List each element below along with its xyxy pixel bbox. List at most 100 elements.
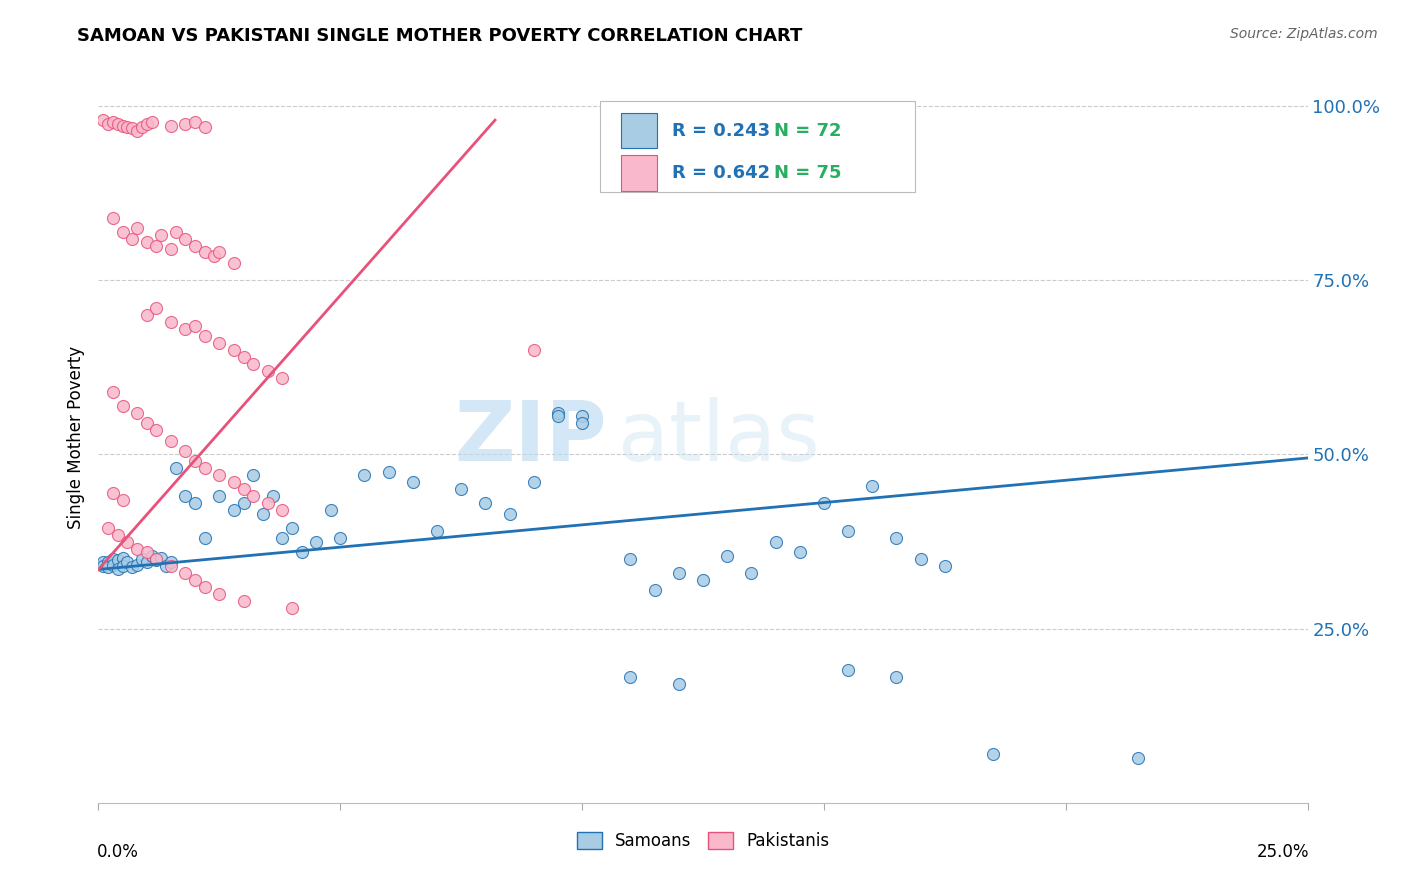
Point (184, 573, 207, 587)
Point (271, 503, 294, 517)
Point (111, 492, 134, 507)
Point (165, 225, 187, 239)
Point (174, 231, 197, 245)
Point (222, 343, 245, 357)
Point (981, 747, 1004, 761)
Point (571, 416, 593, 430)
Point (256, 496, 278, 510)
Point (837, 524, 859, 538)
Point (111, 558, 134, 573)
Point (107, 562, 129, 576)
Point (160, 556, 183, 570)
Point (281, 600, 304, 615)
Point (97, 117, 120, 131)
Point (127, 406, 149, 420)
Point (668, 566, 690, 580)
Point (135, 308, 157, 322)
Point (127, 558, 149, 572)
Point (194, 580, 217, 594)
Point (290, 545, 312, 559)
Point (155, 558, 177, 573)
Point (886, 531, 908, 545)
Point (91, 558, 114, 573)
Point (305, 534, 328, 549)
Point (281, 521, 304, 535)
Point (194, 120, 217, 134)
Point (91, 113, 114, 128)
Point (141, 114, 163, 128)
Text: Source: ZipAtlas.com: Source: ZipAtlas.com (1230, 27, 1378, 41)
Point (377, 465, 399, 479)
Point (860, 479, 883, 493)
Point (165, 461, 187, 475)
Point (474, 496, 496, 510)
Point (232, 594, 254, 608)
Point (174, 489, 197, 503)
Point (141, 549, 163, 563)
Point (740, 566, 762, 580)
Point (184, 496, 207, 510)
Point (131, 552, 153, 566)
Point (208, 468, 231, 483)
Point (111, 399, 134, 413)
Point (145, 238, 167, 252)
Point (668, 677, 690, 691)
Point (145, 552, 167, 566)
Point (150, 228, 173, 243)
Point (886, 670, 908, 684)
Point (262, 489, 284, 503)
Text: R = 0.642: R = 0.642 (672, 164, 769, 182)
Point (547, 406, 569, 420)
Point (242, 357, 264, 371)
Point (111, 550, 134, 565)
Point (716, 549, 738, 563)
Text: ZIP: ZIP (454, 397, 606, 477)
Point (232, 350, 254, 364)
Text: 25.0%: 25.0% (1257, 843, 1309, 861)
Point (107, 553, 129, 567)
Text: N = 75: N = 75 (775, 164, 842, 182)
Point (498, 507, 520, 521)
Point (160, 558, 183, 573)
Y-axis label: Single Mother Poverty: Single Mother Poverty (66, 345, 84, 529)
Point (194, 245, 217, 260)
Point (117, 556, 139, 570)
Point (174, 566, 197, 580)
Point (252, 507, 274, 521)
Point (232, 483, 254, 497)
Point (934, 558, 956, 573)
Point (1128, 750, 1150, 764)
Text: 0.0%: 0.0% (97, 843, 139, 861)
Point (222, 475, 245, 490)
Point (101, 558, 124, 572)
FancyBboxPatch shape (621, 113, 657, 148)
Point (135, 556, 157, 570)
Point (127, 221, 149, 235)
Point (127, 123, 149, 137)
Point (174, 322, 197, 336)
Point (160, 119, 183, 133)
Point (121, 231, 143, 245)
Point (160, 434, 183, 448)
Point (127, 541, 149, 556)
Point (135, 235, 157, 249)
Point (910, 552, 932, 566)
Point (135, 545, 157, 559)
Point (523, 475, 546, 490)
Point (547, 409, 569, 424)
Point (204, 249, 226, 263)
Point (117, 534, 139, 549)
Point (160, 315, 183, 329)
Point (319, 503, 342, 517)
Point (97, 560, 120, 574)
Point (571, 409, 593, 424)
Point (837, 664, 859, 678)
FancyBboxPatch shape (621, 155, 657, 191)
Point (131, 120, 153, 134)
Point (692, 573, 714, 587)
Point (117, 120, 139, 134)
Point (222, 256, 245, 270)
Point (194, 329, 217, 343)
Point (135, 416, 157, 430)
Point (789, 545, 811, 559)
